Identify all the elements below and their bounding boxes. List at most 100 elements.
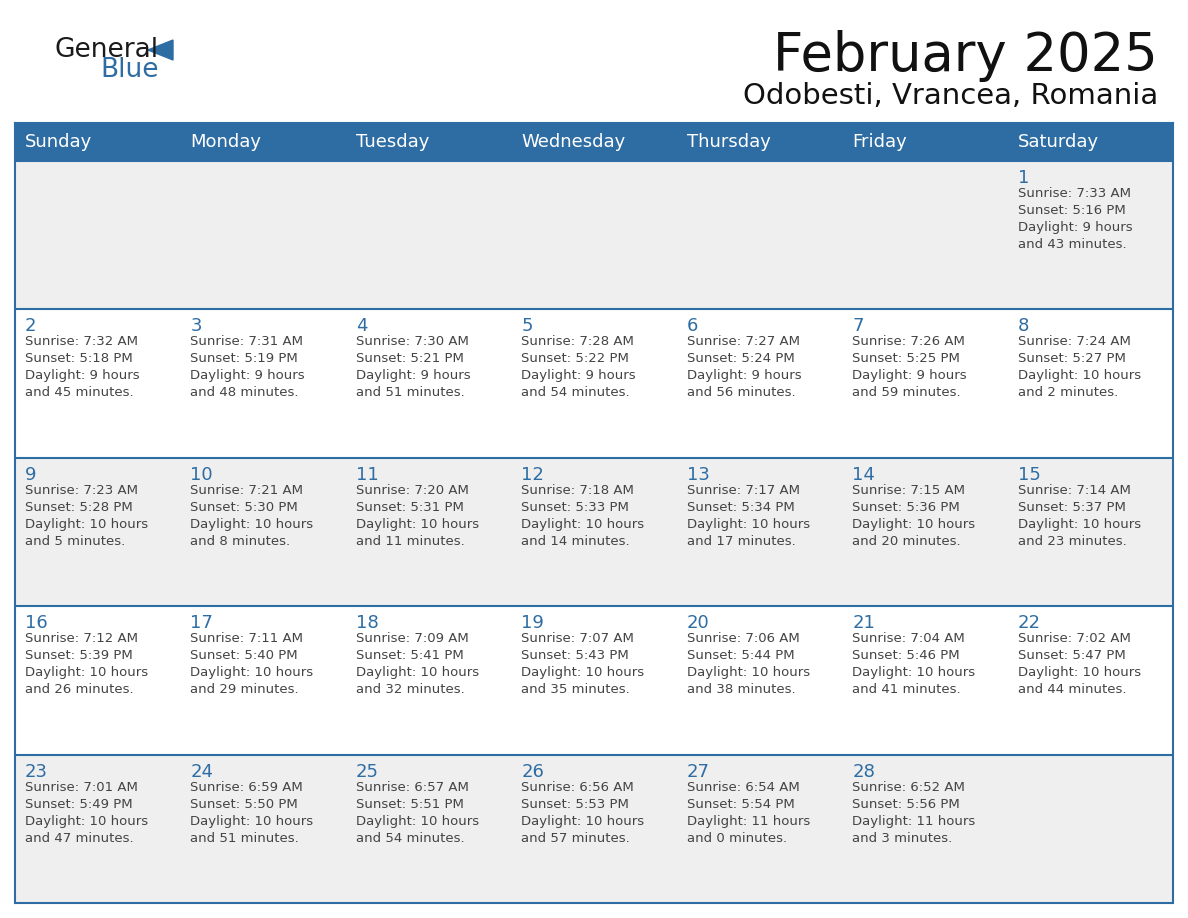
Text: and 17 minutes.: and 17 minutes. — [687, 535, 796, 548]
Text: Daylight: 10 hours: Daylight: 10 hours — [1018, 369, 1140, 383]
Text: Daylight: 9 hours: Daylight: 9 hours — [522, 369, 636, 383]
Text: Sunset: 5:44 PM: Sunset: 5:44 PM — [687, 649, 795, 662]
Text: Sunrise: 7:07 AM: Sunrise: 7:07 AM — [522, 633, 634, 645]
Text: 19: 19 — [522, 614, 544, 633]
Text: 12: 12 — [522, 465, 544, 484]
Text: Sunrise: 7:20 AM: Sunrise: 7:20 AM — [356, 484, 469, 497]
Text: Sunrise: 7:28 AM: Sunrise: 7:28 AM — [522, 335, 634, 349]
Text: Daylight: 11 hours: Daylight: 11 hours — [687, 814, 810, 828]
Text: Sunset: 5:41 PM: Sunset: 5:41 PM — [356, 649, 463, 662]
Text: Sunset: 5:24 PM: Sunset: 5:24 PM — [687, 353, 795, 365]
Text: 16: 16 — [25, 614, 48, 633]
Text: 10: 10 — [190, 465, 213, 484]
Text: 14: 14 — [852, 465, 876, 484]
Text: Sunrise: 6:54 AM: Sunrise: 6:54 AM — [687, 780, 800, 793]
Text: Sunrise: 7:15 AM: Sunrise: 7:15 AM — [852, 484, 965, 497]
Text: Sunset: 5:28 PM: Sunset: 5:28 PM — [25, 501, 133, 514]
Text: Daylight: 9 hours: Daylight: 9 hours — [852, 369, 967, 383]
Text: and 56 minutes.: and 56 minutes. — [687, 386, 795, 399]
Text: Daylight: 10 hours: Daylight: 10 hours — [25, 518, 148, 531]
Text: 1: 1 — [1018, 169, 1029, 187]
Text: Sunset: 5:54 PM: Sunset: 5:54 PM — [687, 798, 795, 811]
Text: Sunset: 5:56 PM: Sunset: 5:56 PM — [852, 798, 960, 811]
Text: and 54 minutes.: and 54 minutes. — [522, 386, 630, 399]
Text: Daylight: 10 hours: Daylight: 10 hours — [522, 814, 644, 828]
Text: Daylight: 10 hours: Daylight: 10 hours — [190, 518, 314, 531]
Text: Daylight: 10 hours: Daylight: 10 hours — [1018, 666, 1140, 679]
Text: Daylight: 9 hours: Daylight: 9 hours — [1018, 221, 1132, 234]
Text: February 2025: February 2025 — [773, 30, 1158, 82]
Text: and 38 minutes.: and 38 minutes. — [687, 683, 795, 696]
Polygon shape — [148, 40, 173, 60]
Text: 7: 7 — [852, 318, 864, 335]
Text: 8: 8 — [1018, 318, 1029, 335]
Text: 23: 23 — [25, 763, 48, 780]
Text: Blue: Blue — [100, 57, 158, 83]
Text: and 14 minutes.: and 14 minutes. — [522, 535, 630, 548]
Text: Sunset: 5:39 PM: Sunset: 5:39 PM — [25, 649, 133, 662]
Text: Sunset: 5:36 PM: Sunset: 5:36 PM — [852, 501, 960, 514]
Text: 24: 24 — [190, 763, 214, 780]
Bar — [15, 458, 1173, 606]
Text: Sunset: 5:43 PM: Sunset: 5:43 PM — [522, 649, 628, 662]
Text: 3: 3 — [190, 318, 202, 335]
Text: Daylight: 10 hours: Daylight: 10 hours — [190, 814, 314, 828]
Text: and 29 minutes.: and 29 minutes. — [190, 683, 299, 696]
Bar — [15, 606, 1173, 755]
Text: 15: 15 — [1018, 465, 1041, 484]
Text: and 23 minutes.: and 23 minutes. — [1018, 535, 1126, 548]
Text: 20: 20 — [687, 614, 709, 633]
Text: and 48 minutes.: and 48 minutes. — [190, 386, 299, 399]
Text: Sunset: 5:51 PM: Sunset: 5:51 PM — [356, 798, 463, 811]
Text: 11: 11 — [356, 465, 379, 484]
Text: and 57 minutes.: and 57 minutes. — [522, 832, 630, 845]
Text: Wednesday: Wednesday — [522, 133, 626, 151]
Text: 4: 4 — [356, 318, 367, 335]
Text: Daylight: 9 hours: Daylight: 9 hours — [356, 369, 470, 383]
Text: Sunset: 5:49 PM: Sunset: 5:49 PM — [25, 798, 133, 811]
Text: Daylight: 10 hours: Daylight: 10 hours — [25, 666, 148, 679]
Text: 13: 13 — [687, 465, 709, 484]
Text: Sunset: 5:21 PM: Sunset: 5:21 PM — [356, 353, 463, 365]
Bar — [15, 755, 1173, 903]
Text: Daylight: 10 hours: Daylight: 10 hours — [852, 666, 975, 679]
Text: Monday: Monday — [190, 133, 261, 151]
Text: Sunset: 5:25 PM: Sunset: 5:25 PM — [852, 353, 960, 365]
Text: and 8 minutes.: and 8 minutes. — [190, 535, 291, 548]
Bar — [15, 309, 1173, 458]
Text: General: General — [55, 37, 159, 63]
Text: Sunset: 5:46 PM: Sunset: 5:46 PM — [852, 649, 960, 662]
Text: and 35 minutes.: and 35 minutes. — [522, 683, 630, 696]
Text: and 26 minutes.: and 26 minutes. — [25, 683, 133, 696]
Text: 26: 26 — [522, 763, 544, 780]
Text: and 51 minutes.: and 51 minutes. — [190, 832, 299, 845]
Text: Sunrise: 7:33 AM: Sunrise: 7:33 AM — [1018, 187, 1131, 200]
Text: Sunrise: 7:30 AM: Sunrise: 7:30 AM — [356, 335, 469, 349]
Text: 6: 6 — [687, 318, 699, 335]
Text: Sunrise: 7:14 AM: Sunrise: 7:14 AM — [1018, 484, 1131, 497]
Text: Sunset: 5:16 PM: Sunset: 5:16 PM — [1018, 204, 1125, 217]
Text: Sunrise: 6:56 AM: Sunrise: 6:56 AM — [522, 780, 634, 793]
Text: Sunrise: 6:52 AM: Sunrise: 6:52 AM — [852, 780, 965, 793]
Text: and 32 minutes.: and 32 minutes. — [356, 683, 465, 696]
Text: Daylight: 10 hours: Daylight: 10 hours — [356, 518, 479, 531]
Text: and 44 minutes.: and 44 minutes. — [1018, 683, 1126, 696]
Text: 9: 9 — [25, 465, 37, 484]
Text: and 5 minutes.: and 5 minutes. — [25, 535, 125, 548]
Text: Saturday: Saturday — [1018, 133, 1099, 151]
Text: Daylight: 10 hours: Daylight: 10 hours — [687, 518, 810, 531]
Text: Odobesti, Vrancea, Romania: Odobesti, Vrancea, Romania — [742, 82, 1158, 110]
Text: Sunrise: 7:24 AM: Sunrise: 7:24 AM — [1018, 335, 1131, 349]
Text: Friday: Friday — [852, 133, 906, 151]
Text: Sunrise: 7:06 AM: Sunrise: 7:06 AM — [687, 633, 800, 645]
Text: and 11 minutes.: and 11 minutes. — [356, 535, 465, 548]
Text: Sunrise: 7:31 AM: Sunrise: 7:31 AM — [190, 335, 303, 349]
Text: 2: 2 — [25, 318, 37, 335]
Text: Daylight: 10 hours: Daylight: 10 hours — [522, 666, 644, 679]
Text: Sunset: 5:50 PM: Sunset: 5:50 PM — [190, 798, 298, 811]
Bar — [15, 161, 1173, 309]
Text: Daylight: 9 hours: Daylight: 9 hours — [25, 369, 140, 383]
Text: Daylight: 10 hours: Daylight: 10 hours — [356, 666, 479, 679]
Text: Daylight: 9 hours: Daylight: 9 hours — [190, 369, 305, 383]
Text: Sunset: 5:53 PM: Sunset: 5:53 PM — [522, 798, 630, 811]
